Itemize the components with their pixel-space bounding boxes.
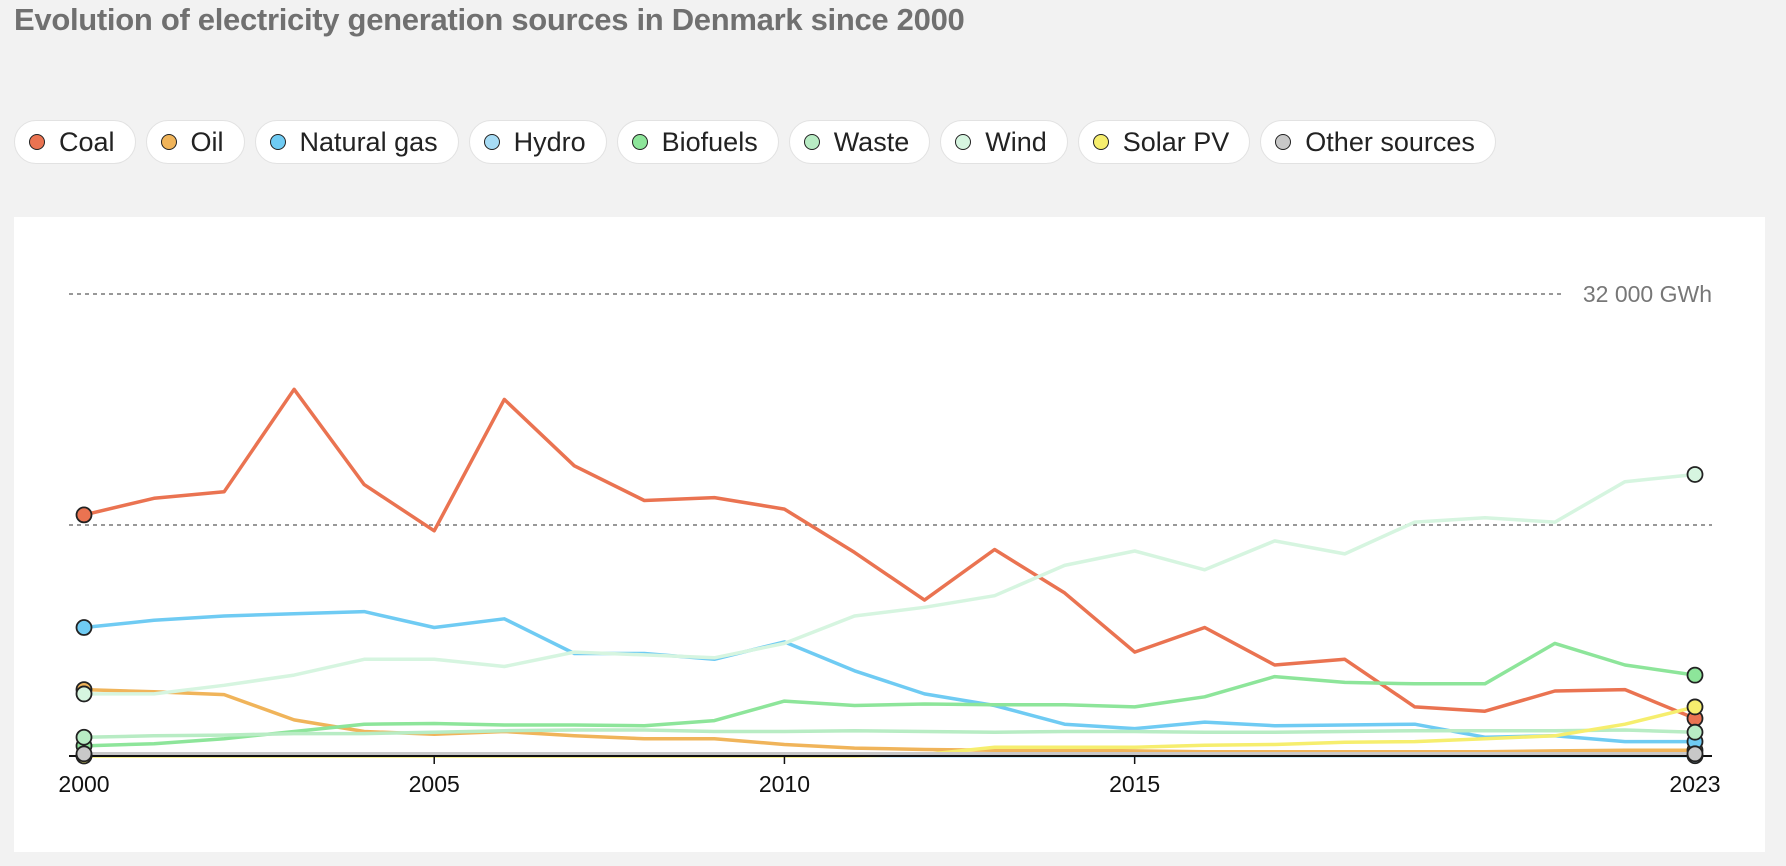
legend-item-coal[interactable]: Coal (14, 120, 136, 164)
series-line-waste (82, 728, 1697, 739)
start-point-natural-gas (75, 619, 93, 636)
x-tick-label: 2015 (1109, 771, 1160, 797)
legend-item-solar-pv[interactable]: Solar PV (1077, 120, 1251, 164)
legend-label: Other sources (1305, 126, 1475, 157)
legend-label: Hydro (513, 126, 586, 157)
legend-swatch (29, 134, 45, 150)
chart-title: Evolution of electricity generation sour… (14, 2, 965, 37)
line-chart: 32 000 GWh 2000 2005 2010 2015 2023 (58, 280, 1721, 797)
legend-swatch (1092, 134, 1109, 150)
legend-label: Biofuels (661, 126, 758, 157)
legend: Coal Oil Natural gas Hydro Biofuels Waste Wind… (14, 120, 1496, 164)
legend-swatch (160, 134, 177, 150)
series-line-coal (82, 387, 1697, 721)
legend-item-natural-gas[interactable]: Natural gas (254, 120, 459, 164)
x-tick-label: 2023 (1669, 771, 1720, 797)
legend-item-wind[interactable]: Wind (940, 120, 1068, 164)
x-tick-label: 2000 (58, 771, 109, 797)
end-point-wind (1686, 466, 1704, 483)
legend-label: Natural gas (299, 126, 438, 157)
legend-swatch (631, 134, 648, 150)
end-point-waste (1686, 723, 1704, 741)
legend-swatch (955, 134, 972, 150)
legend-item-hydro[interactable]: Hydro (468, 120, 607, 164)
legend-label: Solar PV (1122, 126, 1230, 157)
legend-label: Coal (59, 126, 115, 157)
legend-swatch (269, 134, 286, 150)
chart-panel: 32 000 GWh 2000 2005 2010 2015 2023 (14, 217, 1765, 852)
end-point-other-sources (1686, 745, 1704, 763)
start-point-other-sources (75, 745, 93, 763)
start-point-waste (75, 728, 93, 746)
start-point-wind (75, 685, 93, 703)
legend-item-oil[interactable]: Oil (145, 120, 245, 164)
legend-label: Wind (985, 126, 1047, 157)
legend-item-waste[interactable]: Waste (788, 120, 931, 164)
legend-item-other-sources[interactable]: Other sources (1260, 120, 1496, 164)
legend-swatch (803, 134, 820, 150)
gridline-label-bg (1564, 280, 1714, 308)
legend-label: Waste (833, 126, 910, 157)
series-line-natural-gas (82, 609, 1697, 744)
legend-label: Oil (190, 126, 224, 157)
series-line-wind (82, 472, 1697, 696)
series-line-oil (82, 687, 1697, 754)
gridline-label: 32 000 GWh (1583, 281, 1712, 307)
legend-swatch (483, 134, 500, 150)
start-point-coal (75, 506, 93, 524)
end-point-biofuels (1686, 666, 1704, 684)
end-point-solar-pv (1686, 698, 1704, 716)
x-tick-label: 2005 (409, 771, 460, 797)
legend-item-biofuels[interactable]: Biofuels (616, 120, 779, 164)
x-tick-label: 2010 (759, 771, 810, 797)
legend-swatch (1275, 134, 1292, 150)
series-line-biofuels (82, 641, 1697, 748)
